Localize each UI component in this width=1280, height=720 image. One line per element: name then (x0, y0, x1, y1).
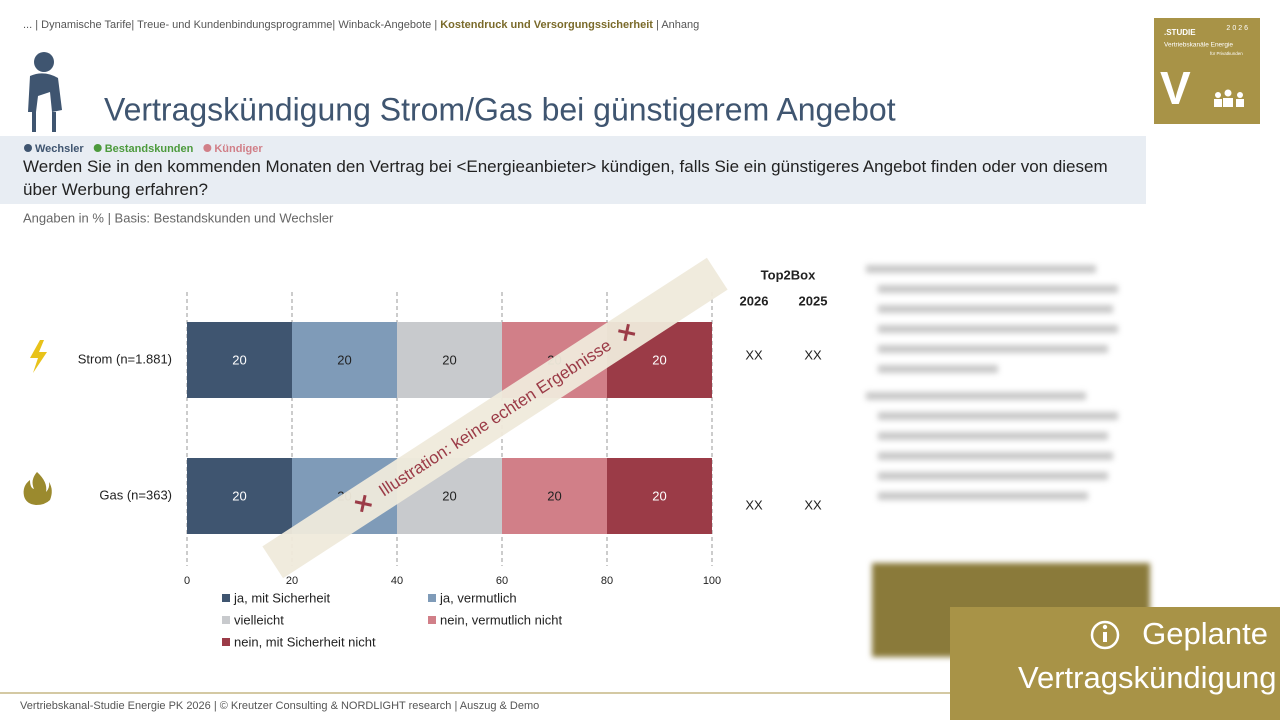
segment-label: Wechsler (35, 143, 84, 155)
segment-label: Kündiger (214, 143, 263, 155)
logo-people (1214, 89, 1244, 107)
bar-segment (187, 322, 292, 398)
x-tick-label: 40 (391, 575, 403, 587)
bar-segment (187, 458, 292, 534)
watermark-band (262, 257, 728, 579)
segment-dot (24, 144, 32, 152)
data-label: 20 (547, 488, 561, 503)
info-icon (1090, 620, 1120, 650)
question: Werden Sie in den kommenden Monaten den … (23, 157, 1108, 199)
legend-label: ja, mit Sicherheit (233, 590, 330, 605)
x-tick-label: 80 (601, 575, 613, 587)
legend-swatch (222, 594, 230, 602)
data-label: 20 (232, 488, 246, 503)
legend-swatch (222, 616, 230, 624)
segment-label: Bestandskunden (105, 143, 194, 155)
top2box-column: 2026 (740, 293, 769, 308)
legend-swatch (428, 616, 436, 624)
logo-year: 2026 (1226, 25, 1250, 32)
info-icon (1103, 632, 1107, 642)
footer: Vertriebskanal-Studie Energie PK 2026 | … (20, 700, 539, 712)
data-label: 20 (232, 352, 246, 367)
x-tick-label: 60 (496, 575, 508, 587)
breadcrumb-item: | Anhang (656, 19, 699, 31)
blurred-commentary (866, 265, 1150, 657)
bar-segment (292, 322, 397, 398)
legend-label: vielleicht (234, 612, 284, 627)
y-tick-label: Gas (n=363) (99, 487, 172, 502)
legend-label: nein, vermutlich nicht (440, 612, 562, 627)
top2box-column: 2025 (799, 293, 828, 308)
data-label: 20 (337, 352, 351, 367)
logo-letter: V (1160, 62, 1191, 114)
info-icon (1102, 624, 1108, 630)
breadcrumb-active: Kostendruck und Versorgungssicherheit (440, 19, 653, 31)
breadcrumb-item: ... | Dynamische Tarife| Treue- und Kund… (23, 19, 437, 31)
watermark-cross (618, 323, 636, 342)
basis-note: Angaben in % | Basis: Bestandskunden und… (23, 210, 334, 225)
breadcrumb: ... | Dynamische Tarife| Treue- und Kund… (23, 19, 699, 31)
data-label: 20 (652, 352, 666, 367)
top2box-header: Top2Box (761, 267, 816, 282)
gas-icon (23, 472, 52, 505)
top2box: Top2Box 2026 2025 XX XX XX XX (740, 267, 828, 512)
top2box-cell: XX (804, 347, 822, 362)
legend-label: ja, vermutlich (439, 590, 517, 605)
segment-legend: Wechsler Bestandskunden Kündiger (24, 143, 263, 155)
data-label: 20 (442, 488, 456, 503)
data-label: 20 (652, 488, 666, 503)
segment-dot (203, 144, 212, 152)
watermark-cross (354, 494, 372, 513)
top2box-cell: XX (804, 497, 822, 512)
question-band (0, 136, 1146, 204)
bar-segment (502, 458, 607, 534)
x-tick-label: 0 (184, 575, 190, 587)
top2box-cell: XX (745, 347, 763, 362)
logo: .STUDIE 2026 Vertriebskanäle Energie für… (1154, 18, 1260, 124)
top2box-cell: XX (745, 497, 763, 512)
page-title: Vertragskündigung Strom/Gas bei günstige… (104, 91, 896, 127)
person-icon (28, 52, 62, 132)
logo-line: Vertriebskanäle Energie (1164, 42, 1233, 49)
badge-text: Geplante Vertragskündigung (1018, 616, 1277, 695)
bar-segment (607, 458, 712, 534)
legend-swatch (222, 638, 230, 646)
y-tick-label: Strom (n=1.881) (78, 351, 172, 366)
legend-label: nein, mit Sicherheit nicht (234, 634, 376, 649)
x-tick-label: 100 (703, 575, 721, 587)
legend-swatch (428, 594, 436, 602)
electricity-icon (30, 340, 47, 373)
bar-segment (397, 322, 502, 398)
logo-kicker: .STUDIE (1164, 28, 1196, 37)
x-tick-label: 20 (286, 575, 298, 587)
data-label: 20 (442, 352, 456, 367)
segment-dot (93, 144, 102, 152)
logo-line: für Privatkunden (1210, 51, 1243, 56)
